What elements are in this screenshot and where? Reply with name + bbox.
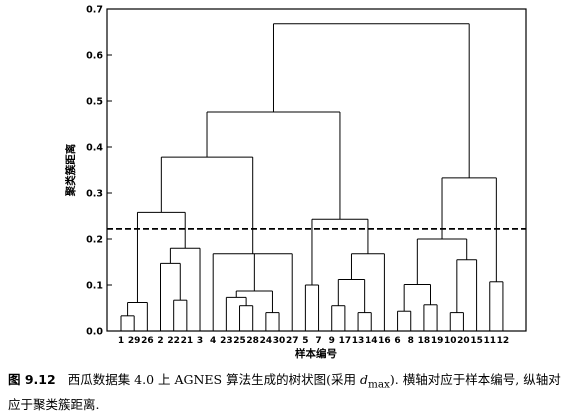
leaf-label: 14 bbox=[365, 336, 378, 346]
figure-number: 图 9.12 bbox=[8, 372, 56, 387]
leaf-label: 25 bbox=[233, 336, 246, 346]
leaf-label: 3 bbox=[197, 336, 203, 346]
leaf-label: 20 bbox=[457, 336, 470, 346]
y-tick-label: 0.4 bbox=[86, 143, 103, 154]
leaf-label: 28 bbox=[246, 336, 259, 346]
y-tick-label: 0.1 bbox=[86, 281, 103, 292]
y-axis-ticks: 0.0 0.1 0.2 0.3 0.4 0.5 0.6 0.7 bbox=[86, 5, 112, 338]
leaf-label: 7 bbox=[315, 336, 321, 346]
leaf-label: 12 bbox=[497, 336, 510, 346]
y-tick-label: 0.2 bbox=[86, 235, 103, 246]
leaf-label: 26 bbox=[141, 336, 154, 346]
x-axis-title: 样本编号 bbox=[295, 347, 337, 360]
dendrogram-links bbox=[120, 23, 504, 331]
leaf-label: 30 bbox=[273, 336, 286, 346]
y-tick-label: 0.5 bbox=[86, 97, 103, 108]
leaf-label: 5 bbox=[302, 336, 308, 346]
leaf-label: 16 bbox=[378, 336, 391, 346]
leaf-label: 23 bbox=[220, 336, 233, 346]
leaf-label: 18 bbox=[418, 336, 431, 346]
y-tick-label: 0.7 bbox=[86, 5, 103, 16]
leaf-labels: 1 29 26 2 22 21 3 4 23 25 28 24 30 27 5 7 9 17 13 14 16 6 8 18 1… bbox=[118, 336, 509, 346]
leaf-label: 1 bbox=[118, 336, 124, 346]
leaf-label: 24 bbox=[260, 336, 273, 346]
leaf-label: 21 bbox=[181, 336, 194, 346]
dmax-symbol: d bbox=[359, 372, 368, 387]
caption-text-before: 西瓜数据集 4.0 上 AGNES 算法生成的树状图(采用 bbox=[67, 372, 360, 387]
y-tick-label: 0.3 bbox=[86, 189, 103, 200]
leaf-label: 8 bbox=[408, 336, 414, 346]
leaf-label: 6 bbox=[394, 336, 400, 346]
leaf-label: 2 bbox=[157, 336, 163, 346]
leaf-label: 15 bbox=[470, 336, 483, 346]
y-tick-label: 0.0 bbox=[86, 327, 103, 338]
y-tick-label: 0.6 bbox=[86, 51, 103, 62]
leaf-label: 17 bbox=[339, 336, 352, 346]
leaf-label: 10 bbox=[444, 336, 457, 346]
leaf-label: 29 bbox=[128, 336, 141, 346]
leaf-label: 13 bbox=[352, 336, 365, 346]
y-axis-title: 聚类簇距离 bbox=[64, 143, 77, 197]
leaf-label: 4 bbox=[210, 336, 216, 346]
caption-text-after: ). 横轴对应于样本编号, 纵轴对应于聚类簇距离. bbox=[8, 372, 561, 412]
leaf-label: 19 bbox=[431, 336, 444, 346]
plot-frame bbox=[106, 8, 527, 332]
leaf-label: 22 bbox=[167, 336, 180, 346]
leaf-label: 27 bbox=[286, 336, 299, 346]
leaf-label: 9 bbox=[329, 336, 335, 346]
figure-caption: 图 9.12 西瓜数据集 4.0 上 AGNES 算法生成的树状图(采用 dma… bbox=[8, 370, 568, 414]
leaf-label: 11 bbox=[483, 336, 496, 346]
dmax-subscript: max bbox=[367, 378, 390, 391]
